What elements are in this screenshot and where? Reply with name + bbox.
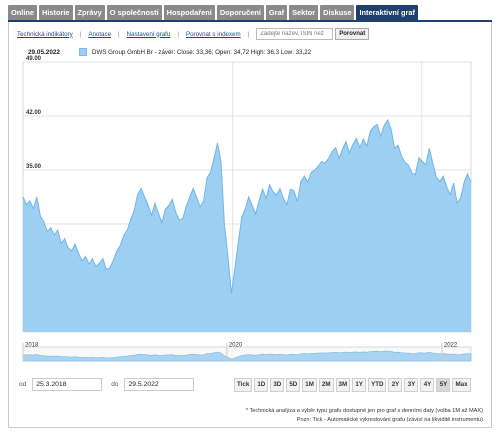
note-technical: * Technická analýza a výběr typu grafu d… bbox=[245, 408, 483, 414]
section-tabs: Online Historie Zprávy O společnosti Hos… bbox=[8, 5, 492, 21]
tab-interaktivni-graf[interactable]: Interaktivní graf bbox=[356, 5, 418, 21]
navigator-year-label: 2022 bbox=[444, 343, 458, 349]
tab-hospodareni[interactable]: Hospodaření bbox=[163, 5, 215, 21]
tab-historie[interactable]: Historie bbox=[39, 5, 73, 21]
chart-toolbar: Technická indikátory | Anotace | Nastave… bbox=[17, 27, 370, 41]
tab-o-spolecnosti[interactable]: O společnosti bbox=[106, 5, 162, 21]
tab-zpravy[interactable]: Zprávy bbox=[74, 5, 105, 21]
date-range: od do bbox=[19, 378, 203, 391]
zoom-button-3d[interactable]: 3D bbox=[270, 378, 285, 392]
price-line-series bbox=[22, 118, 472, 294]
tab-underline bbox=[8, 20, 492, 22]
y-tick-label: 42.00 bbox=[26, 110, 42, 116]
tab-diskuse[interactable]: Diskuse bbox=[320, 5, 355, 21]
toolbar-separator: | bbox=[247, 30, 250, 38]
range-to-label: do bbox=[111, 381, 119, 388]
legend-label: DWS Group GmbH Br - závěr: Close: 33,36;… bbox=[92, 48, 312, 56]
compare-index-link[interactable]: Porovnat s indexem bbox=[185, 30, 241, 38]
technical-indicators-link[interactable]: Technická indikátory bbox=[17, 30, 73, 38]
y-tick-label: 49.00 bbox=[26, 56, 42, 62]
zoom-button-5d[interactable]: 5D bbox=[286, 378, 301, 392]
chart-panel: Technická indikátory | Anotace | Nastave… bbox=[8, 22, 492, 428]
compare-button[interactable]: Porovnat bbox=[335, 28, 370, 40]
zoom-button-2m[interactable]: 2M bbox=[318, 378, 334, 392]
range-from-input[interactable] bbox=[32, 378, 103, 391]
zoom-button-max[interactable]: Max bbox=[452, 378, 471, 392]
zoom-buttons: Tick 1D 3D 5D 1M 2M 3M 1Y YTD 2Y 3Y 4Y 5Y Max bbox=[234, 378, 471, 392]
chart-date: 29.05.2022 bbox=[28, 49, 60, 56]
zoom-button-1m[interactable]: 1M bbox=[302, 378, 317, 392]
zoom-button-4y[interactable]: 4Y bbox=[420, 378, 435, 392]
zoom-button-tick[interactable]: Tick bbox=[234, 378, 253, 392]
y-tick-label: 35.00 bbox=[26, 164, 42, 170]
toolbar-separator: | bbox=[118, 30, 120, 38]
compare-search-input[interactable] bbox=[256, 28, 334, 40]
price-chart[interactable]: 49.0042.0035.0028.0021.0014.002018202020… bbox=[9, 22, 493, 372]
toolbar-separator: | bbox=[177, 30, 179, 38]
tab-doporuceni[interactable]: Doporučení bbox=[216, 5, 264, 21]
legend-swatch bbox=[79, 48, 87, 56]
note-tick: Pozn: Tick - Automatické vykreslování gr… bbox=[296, 417, 483, 423]
price-area-series bbox=[23, 119, 471, 333]
tab-graf[interactable]: Graf bbox=[265, 5, 288, 21]
navigator-year-label: 2018 bbox=[25, 343, 39, 349]
zoom-button-ytd[interactable]: YTD bbox=[368, 378, 387, 392]
chart-settings-link[interactable]: Nastavení grafu bbox=[126, 30, 171, 38]
range-to-input[interactable] bbox=[124, 378, 195, 391]
annotations-link[interactable]: Anotace bbox=[88, 30, 112, 38]
tab-sektor[interactable]: Sektor bbox=[289, 5, 319, 21]
zoom-button-2y[interactable]: 2Y bbox=[388, 378, 403, 392]
zoom-button-3y[interactable]: 3Y bbox=[404, 378, 419, 392]
zoom-button-1y[interactable]: 1Y bbox=[352, 378, 367, 392]
navigator-year-label: 2020 bbox=[229, 343, 243, 349]
toolbar-separator: | bbox=[79, 30, 82, 38]
zoom-button-1d[interactable]: 1D bbox=[254, 378, 269, 392]
tab-online[interactable]: Online bbox=[8, 5, 37, 21]
chart-legend[interactable]: DWS Group GmbH Br - závěr: Close: 33,36;… bbox=[79, 48, 311, 56]
chart-notes: * Technická analýza a výběr typu grafu d… bbox=[246, 407, 483, 425]
range-from-label: od bbox=[19, 381, 27, 388]
zoom-button-5y[interactable]: 5Y bbox=[436, 378, 451, 392]
zoom-button-3m[interactable]: 3M bbox=[335, 378, 351, 392]
navigator-series bbox=[22, 350, 472, 362]
